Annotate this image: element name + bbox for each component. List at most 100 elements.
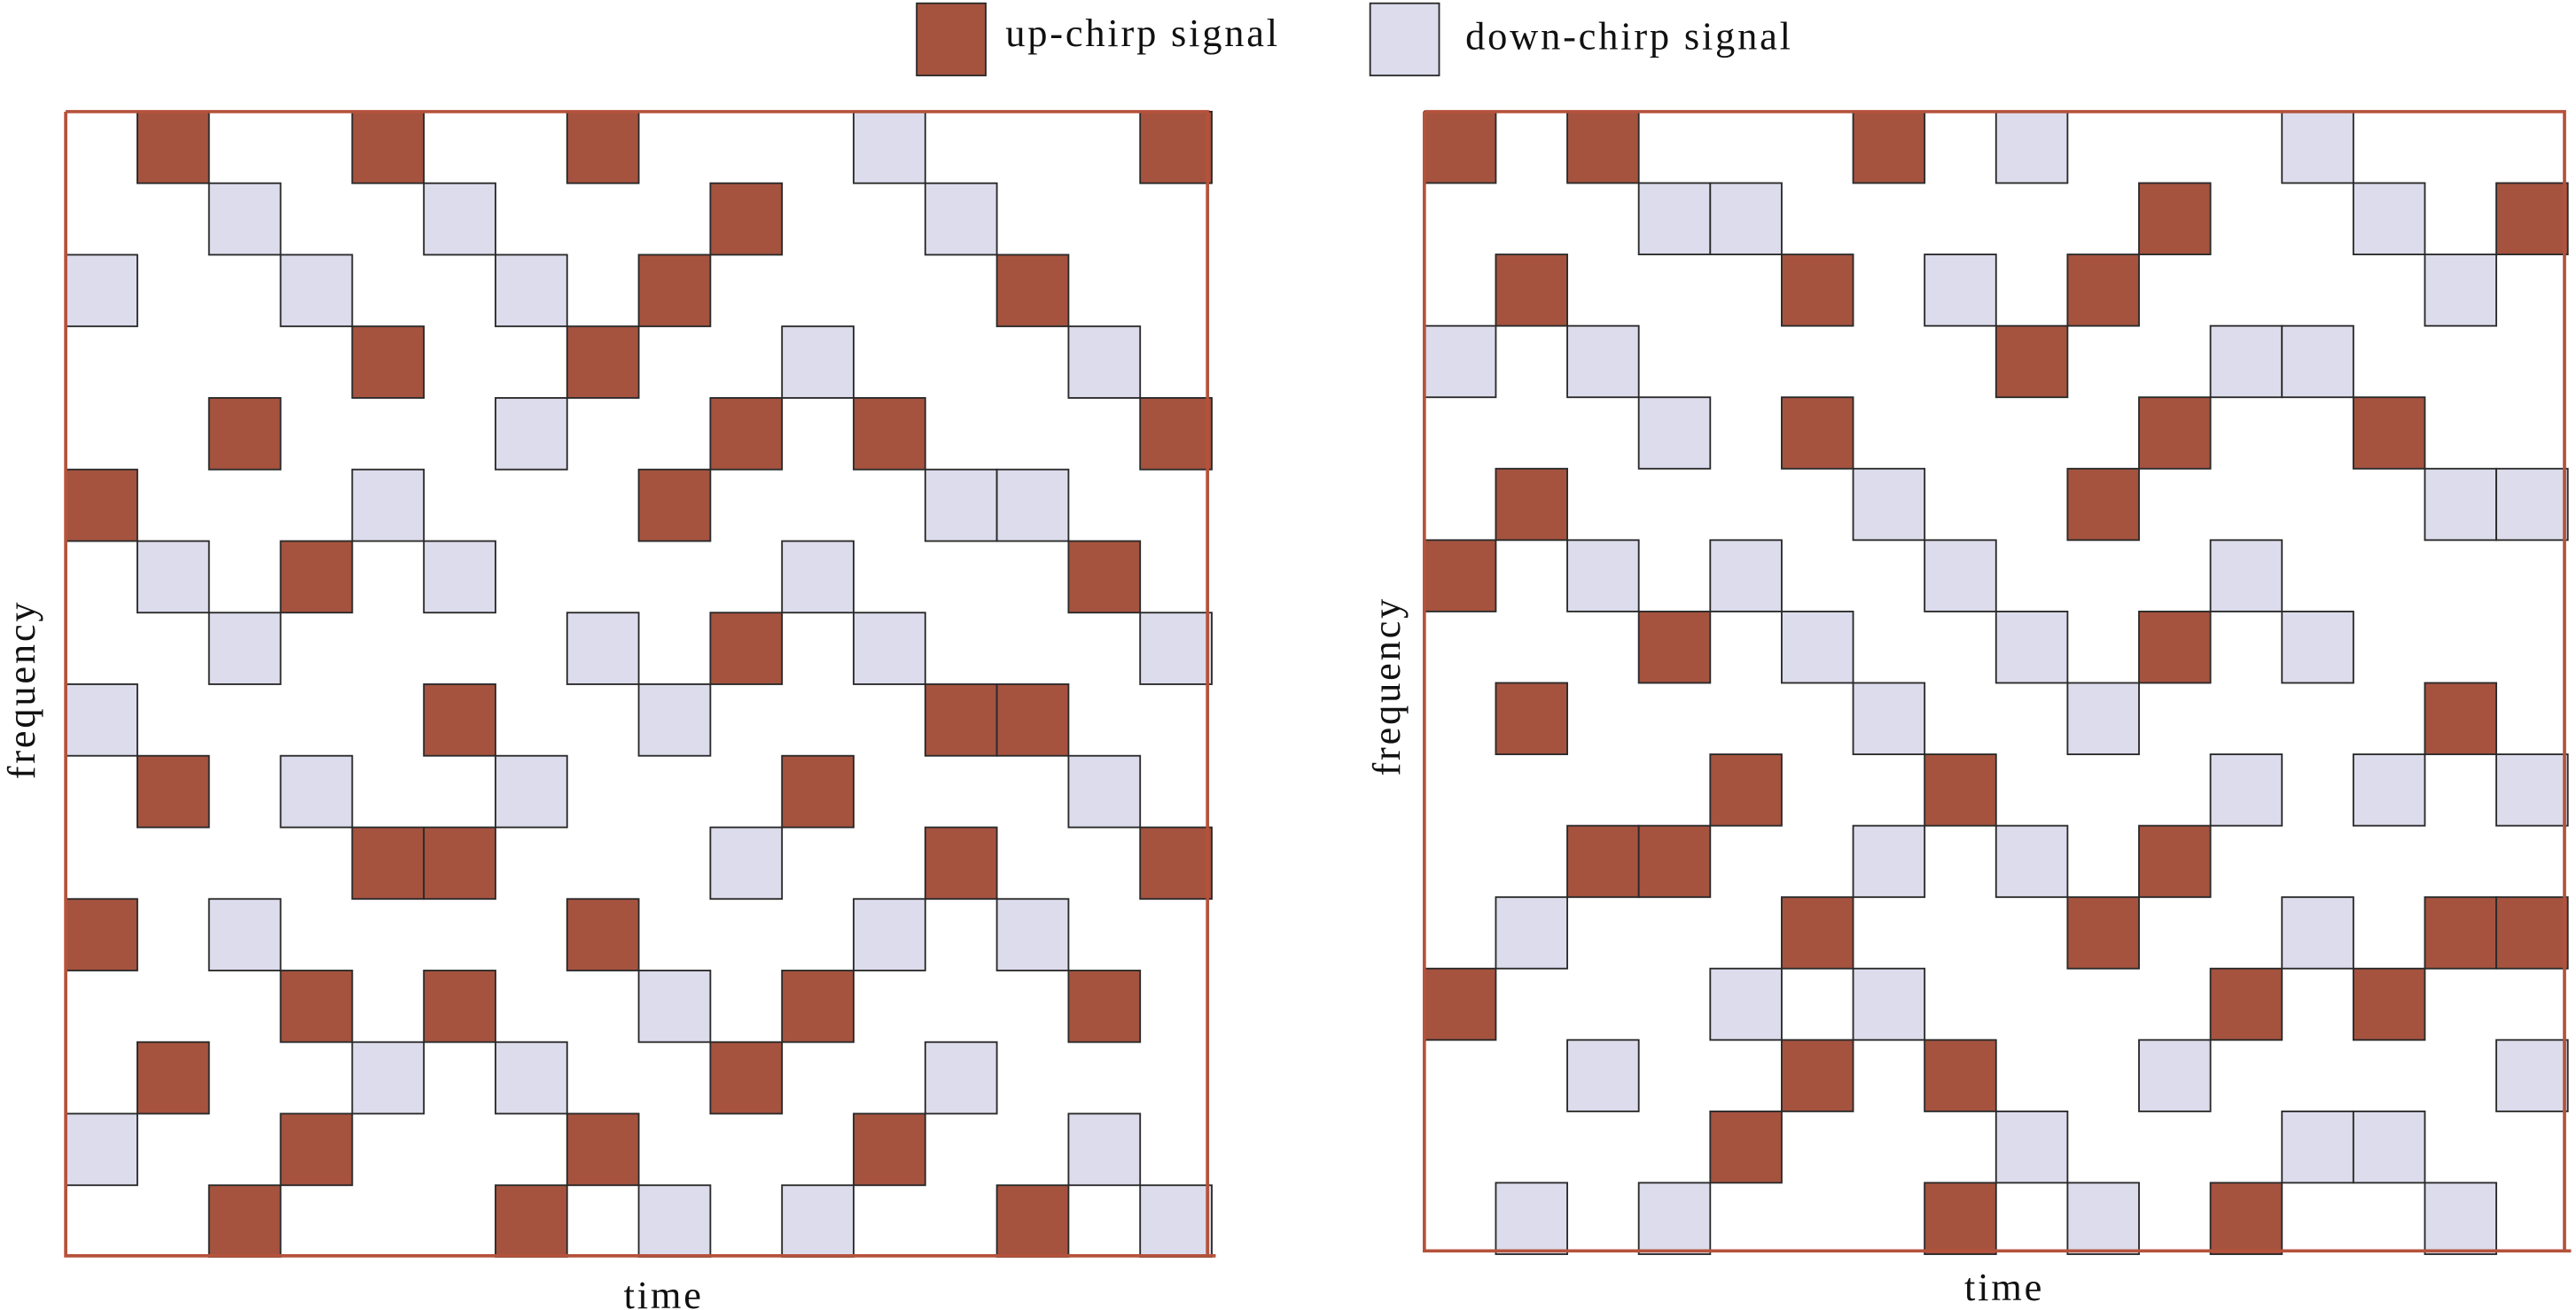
down-chirp-cell: [2424, 467, 2498, 542]
up-chirp-cell: [137, 754, 210, 829]
up-chirp-cell: [1423, 967, 1497, 1041]
down-chirp-cell: [1924, 539, 1997, 612]
up-chirp-cell: [1495, 682, 1568, 755]
down-chirp-cell: [1566, 324, 1640, 399]
down-chirp-cell: [495, 1041, 568, 1115]
up-chirp-cell: [2424, 896, 2498, 970]
up-chirp-cell: [995, 683, 1070, 757]
up-chirp-cell: [637, 253, 712, 328]
up-chirp-cell: [1780, 896, 1854, 970]
up-chirp-cell: [566, 1112, 640, 1187]
up-chirp-cell: [2138, 396, 2212, 470]
up-chirp-cell: [351, 826, 425, 901]
down-chirp-cell: [1852, 682, 1926, 755]
down-chirp-cell: [566, 612, 640, 685]
up-chirp-cell: [2495, 896, 2569, 970]
up-chirp-cell: [1924, 753, 1997, 827]
up-chirp-cell: [137, 111, 210, 184]
down-chirp-cell: [1067, 754, 1142, 829]
up-chirp-cell: [1566, 111, 1640, 184]
down-chirp-cell: [495, 754, 568, 829]
down-chirp-cell: [2281, 324, 2354, 399]
up-chirp-cell: [1637, 610, 1712, 684]
down-chirp-cell: [1994, 610, 2069, 684]
down-chirp-cell: [65, 1112, 138, 1187]
legend-swatch-down: [1369, 2, 1440, 77]
frame: [1422, 110, 2572, 1253]
down-chirp-cell: [2352, 182, 2426, 256]
up-chirp-cell: [2066, 253, 2140, 327]
down-chirp-cell: [279, 253, 354, 328]
up-chirp-cell: [1139, 397, 1213, 471]
down-chirp-cell: [279, 754, 354, 829]
up-chirp-cell: [2424, 682, 2498, 755]
down-chirp-cell: [495, 397, 568, 471]
down-chirp-cell: [709, 826, 784, 901]
y-axis-label: frequency: [1364, 597, 1409, 776]
down-chirp-cell: [423, 182, 496, 256]
up-chirp-cell: [924, 826, 998, 901]
down-chirp-cell: [2281, 896, 2354, 970]
up-chirp-cell: [1067, 970, 1142, 1043]
up-chirp-cell: [1994, 324, 2069, 399]
up-chirp-cell: [566, 325, 640, 399]
up-chirp-cell: [853, 397, 926, 471]
down-chirp-cell: [1709, 539, 1783, 612]
down-chirp-cell: [1637, 182, 1712, 256]
down-chirp-cell: [924, 182, 998, 256]
up-chirp-cell: [1139, 826, 1213, 901]
down-chirp-cell: [2424, 253, 2498, 327]
up-chirp-cell: [2209, 967, 2283, 1041]
up-chirp-cell: [1924, 1181, 1997, 1255]
down-chirp-cell: [2209, 539, 2283, 612]
down-chirp-cell: [924, 468, 998, 542]
down-chirp-cell: [1709, 182, 1783, 256]
up-chirp-cell: [1780, 253, 1854, 327]
down-chirp-cell: [351, 1041, 425, 1115]
down-chirp-cell: [2138, 1039, 2212, 1112]
up-chirp-cell: [2138, 824, 2212, 899]
legend-label: down-chirp signal: [1465, 14, 1793, 58]
up-chirp-cell: [279, 540, 354, 614]
down-chirp-cell: [1852, 467, 1926, 542]
up-chirp-cell: [2352, 396, 2426, 470]
down-chirp-cell: [1852, 824, 1926, 899]
up-chirp-cell: [65, 898, 138, 971]
down-chirp-cell: [2066, 682, 2140, 755]
down-chirp-cell: [1994, 824, 2069, 899]
down-chirp-cell: [1994, 1110, 2069, 1184]
down-chirp-cell: [2352, 1110, 2426, 1184]
down-chirp-cell: [1495, 896, 1568, 970]
down-chirp-cell: [423, 540, 496, 614]
down-chirp-cell: [853, 612, 926, 685]
down-chirp-cell: [1637, 1181, 1712, 1255]
legend-label: up-chirp signal: [1005, 11, 1280, 55]
up-chirp-cell: [137, 1041, 210, 1115]
down-chirp-cell: [351, 468, 425, 542]
down-chirp-cell: [495, 253, 568, 328]
down-chirp-cell: [853, 111, 926, 184]
up-chirp-cell: [781, 970, 855, 1043]
up-chirp-cell: [65, 468, 138, 542]
down-chirp-cell: [2209, 324, 2283, 399]
up-chirp-cell: [2066, 467, 2140, 542]
up-chirp-cell: [2352, 967, 2426, 1041]
down-chirp-cell: [1139, 1184, 1213, 1258]
up-chirp-cell: [2138, 182, 2212, 256]
down-chirp-cell: [1566, 1039, 1640, 1112]
up-chirp-cell: [2209, 1181, 2283, 1255]
up-chirp-cell: [2495, 182, 2569, 256]
up-chirp-cell: [1423, 539, 1497, 612]
up-chirp-cell: [709, 1041, 784, 1115]
down-chirp-cell: [2424, 1181, 2498, 1255]
down-chirp-cell: [1566, 539, 1640, 612]
down-chirp-cell: [781, 1184, 855, 1258]
up-chirp-cell: [423, 970, 496, 1043]
down-chirp-cell: [2352, 753, 2426, 827]
down-chirp-cell: [637, 683, 712, 757]
up-chirp-cell: [637, 468, 712, 542]
down-chirp-cell: [207, 612, 282, 685]
down-chirp-cell: [1423, 324, 1497, 399]
up-chirp-cell: [2138, 610, 2212, 684]
